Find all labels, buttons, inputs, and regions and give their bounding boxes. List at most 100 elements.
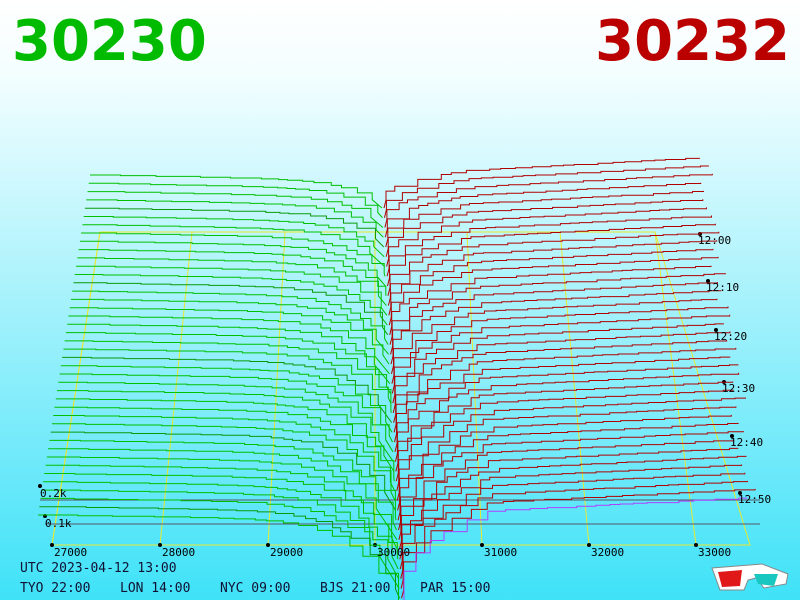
bid-depth-line (43, 481, 399, 570)
price-label: 28000 (162, 546, 195, 559)
ask-depth-line (394, 364, 739, 453)
bid-depth-line (41, 489, 400, 579)
ask-depth-line (399, 464, 743, 570)
ask-depth-line (395, 389, 734, 482)
ask-depth-line (392, 323, 724, 404)
utc-time: UTC 2023-04-12 13:00 (20, 561, 177, 576)
price-label: 31000 (484, 546, 517, 559)
ask-depth-line (396, 397, 746, 492)
tick-dot (50, 543, 54, 547)
city-clock: LON 14:00 (120, 581, 190, 596)
bid-depth-line (73, 282, 389, 336)
bid-depth-line (76, 265, 388, 316)
ask-depth-line (387, 223, 716, 287)
ask-depth-line (387, 231, 720, 296)
tick-dot (694, 543, 698, 547)
city-clock: PAR 15:00 (420, 581, 490, 596)
bid-depth-line (63, 348, 392, 413)
price-grid (51, 231, 101, 546)
ask-depth-line (389, 273, 726, 345)
bid-depth-line (45, 464, 398, 550)
ask-price: 30232 (595, 9, 790, 74)
tick-dot (587, 543, 591, 547)
ask-depth-line (391, 306, 729, 384)
price-grid (267, 231, 286, 546)
bid-depth-line (48, 448, 397, 531)
depth-label: 0.2k (40, 487, 67, 500)
ask-depth-line (393, 347, 737, 433)
ask-depth-line (383, 165, 709, 218)
bid-depth-line (60, 365, 393, 433)
bid-depth-line (79, 240, 386, 287)
tick-dot (158, 543, 162, 547)
bid-depth-line (74, 274, 388, 326)
bid-depth-line (78, 249, 387, 296)
bid-depth-line (38, 514, 399, 600)
ask-depth-line (400, 472, 746, 579)
ask-depth-line (397, 422, 739, 521)
bid-depth-line (64, 340, 392, 404)
ask-depth-line (398, 447, 739, 550)
ask-depth-line (394, 356, 731, 443)
ask-depth-line (387, 240, 718, 306)
price-grid (559, 231, 590, 546)
bid-depth-line (86, 199, 384, 238)
ask-depth-line (385, 190, 704, 248)
price-label: 32000 (591, 546, 624, 559)
bid-depth-line (84, 207, 385, 248)
bid-depth-line (71, 298, 389, 355)
ask-depth-line (386, 207, 707, 267)
bid-depth-line (83, 216, 385, 258)
price-label: 33000 (698, 546, 731, 559)
time-label: 12:00 (698, 234, 731, 247)
price-label: 30000 (377, 546, 410, 559)
bid-depth-line (44, 473, 399, 560)
bid-depth-line (82, 224, 385, 267)
time-label: 12:50 (738, 493, 771, 506)
time-label: 12:40 (730, 436, 763, 449)
price-grid (159, 231, 193, 546)
bid-depth-line (57, 390, 394, 462)
bid-depth-line (65, 332, 391, 394)
bid-depth-line (59, 373, 393, 443)
ask-depth-line (390, 290, 722, 365)
ask-depth-line (384, 182, 702, 238)
bid-depth-line (40, 497, 400, 589)
bid-depth-line (81, 232, 386, 277)
city-clock: NYC 09:00 (220, 581, 290, 596)
bid-depth-line (67, 323, 391, 384)
tick-dot (730, 434, 734, 438)
bid-depth-line (46, 456, 398, 540)
labels: 27000 28000 29000 30000 31000 32000 33000 12:00… (20, 234, 771, 596)
ask-depth-line (388, 256, 719, 326)
bid-depth-line (87, 191, 384, 228)
ask-depth-line (393, 340, 728, 423)
tick-dot (738, 491, 742, 495)
bid-depth-line (52, 423, 396, 501)
3d-glasses-icon (711, 563, 789, 591)
tick-dot (266, 543, 270, 547)
tick-dot (706, 279, 710, 283)
ask-depth-line (386, 215, 712, 277)
ask-depth-line (398, 431, 744, 531)
ask-depth-line (398, 439, 735, 540)
ask-depth-line (384, 173, 713, 228)
city-clock: TYO 22:00 (20, 581, 90, 596)
bid-depth-line (58, 381, 394, 453)
ask-depth-line (397, 414, 732, 511)
price-label: 29000 (270, 546, 303, 559)
ask-depth-line (395, 381, 734, 472)
depth-lines (38, 157, 756, 600)
bid-depth-line (53, 415, 396, 492)
bid-depth-line (69, 307, 390, 365)
time-label: 12:10 (706, 281, 739, 294)
time-label: 12:20 (714, 330, 747, 343)
bid-depth-line (54, 406, 395, 482)
bid-depth-line (50, 431, 397, 511)
city-clock: BJS 21:00 (320, 581, 390, 596)
bid-depth-line (88, 182, 383, 219)
tick-dot (714, 328, 718, 332)
ask-depth-line (403, 497, 748, 600)
